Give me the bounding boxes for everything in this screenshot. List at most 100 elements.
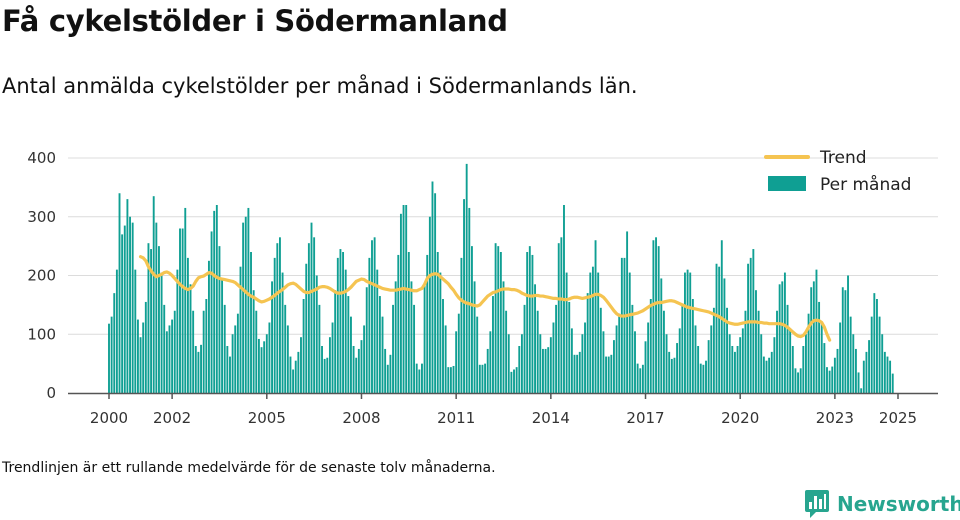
- bar: [676, 343, 679, 393]
- chart-subtitle: Antal anmälda cykelstölder per månad i S…: [2, 74, 638, 98]
- bar: [831, 366, 834, 393]
- bar: [668, 351, 671, 394]
- bar: [820, 322, 823, 393]
- bar: [197, 351, 200, 394]
- bar: [776, 310, 778, 393]
- bar: [123, 225, 126, 393]
- bar: [265, 334, 268, 393]
- bar: [342, 252, 345, 393]
- bar: [334, 290, 337, 393]
- bar: [560, 237, 563, 393]
- bar: [426, 254, 429, 393]
- bar: [263, 341, 266, 393]
- bar: [326, 357, 329, 393]
- bar: [181, 228, 184, 393]
- bar: [428, 216, 431, 393]
- bar: [665, 334, 668, 393]
- y-tick-label: 300: [27, 208, 56, 226]
- bar: [268, 322, 271, 393]
- bar: [581, 334, 584, 393]
- bar: [744, 310, 747, 393]
- bar: [733, 351, 736, 394]
- y-axis-labels: 0 100 200 300 400: [27, 149, 56, 402]
- bar: [365, 287, 368, 393]
- bar: [136, 319, 139, 393]
- bar: [728, 334, 731, 393]
- bar: [641, 364, 644, 393]
- bar: [794, 368, 797, 393]
- bar: [757, 310, 760, 393]
- bar: [110, 316, 113, 394]
- bar: [597, 272, 600, 393]
- bar: [810, 287, 813, 393]
- x-tick-label: 2017: [626, 409, 664, 427]
- bar: [176, 269, 179, 394]
- bar: [889, 360, 892, 393]
- bar: [436, 252, 439, 393]
- bar: [628, 272, 631, 393]
- bar: [473, 281, 476, 394]
- x-tick-label: 2005: [248, 409, 286, 427]
- legend-bars-label: Per månad: [820, 174, 911, 195]
- bar: [442, 299, 444, 393]
- bar: [841, 287, 844, 393]
- bar: [257, 338, 260, 393]
- bar: [623, 257, 626, 394]
- bar: [415, 363, 418, 394]
- bar: [189, 284, 192, 393]
- bar: [494, 243, 497, 393]
- bar: [323, 358, 326, 393]
- bar: [591, 266, 594, 393]
- bar: [670, 358, 673, 393]
- bar: [760, 334, 763, 393]
- footnote: Trendlinjen är ett rullande medelvärde f…: [2, 460, 496, 476]
- bar: [213, 210, 216, 394]
- bar: [357, 348, 360, 393]
- x-tick-label: 2002: [153, 409, 191, 427]
- bar: [231, 334, 234, 393]
- bar: [463, 199, 465, 394]
- bar: [402, 205, 405, 393]
- bar: [594, 240, 597, 393]
- bar: [489, 331, 492, 393]
- bar: [484, 363, 487, 394]
- bar: [555, 304, 558, 394]
- bar: [410, 281, 413, 394]
- bar: [202, 310, 205, 393]
- bar: [502, 281, 505, 394]
- bar: [447, 367, 450, 393]
- bar: [115, 269, 118, 394]
- bar: [854, 348, 857, 393]
- bar: [226, 346, 229, 393]
- bar: [705, 360, 707, 393]
- bar: [862, 360, 865, 393]
- y-tick-label: 200: [27, 267, 56, 285]
- bar: [812, 281, 815, 394]
- bar: [421, 363, 423, 394]
- bar: [818, 301, 821, 393]
- bar: [336, 257, 339, 394]
- bar: [168, 325, 171, 393]
- bar: [741, 328, 744, 394]
- bar: [376, 269, 379, 394]
- bar: [150, 249, 153, 393]
- bar: [118, 193, 121, 393]
- bar: [631, 304, 634, 394]
- chart-title: Få cykelstölder i Södermanland: [2, 4, 508, 38]
- bar: [373, 237, 376, 393]
- legend: Trend Per månad: [764, 148, 911, 195]
- bar: [129, 216, 131, 393]
- bar: [294, 360, 297, 393]
- bar: [452, 365, 455, 393]
- bar: [289, 356, 292, 393]
- bar: [557, 243, 560, 393]
- bar: [755, 290, 757, 393]
- bar: [578, 351, 581, 394]
- bar: [613, 340, 615, 394]
- bar: [165, 331, 168, 393]
- bar: [499, 252, 502, 393]
- brand-logo[interactable]: Newsworthy: [804, 488, 960, 520]
- bar: [305, 263, 308, 393]
- bar: [731, 346, 734, 393]
- bar: [568, 301, 571, 393]
